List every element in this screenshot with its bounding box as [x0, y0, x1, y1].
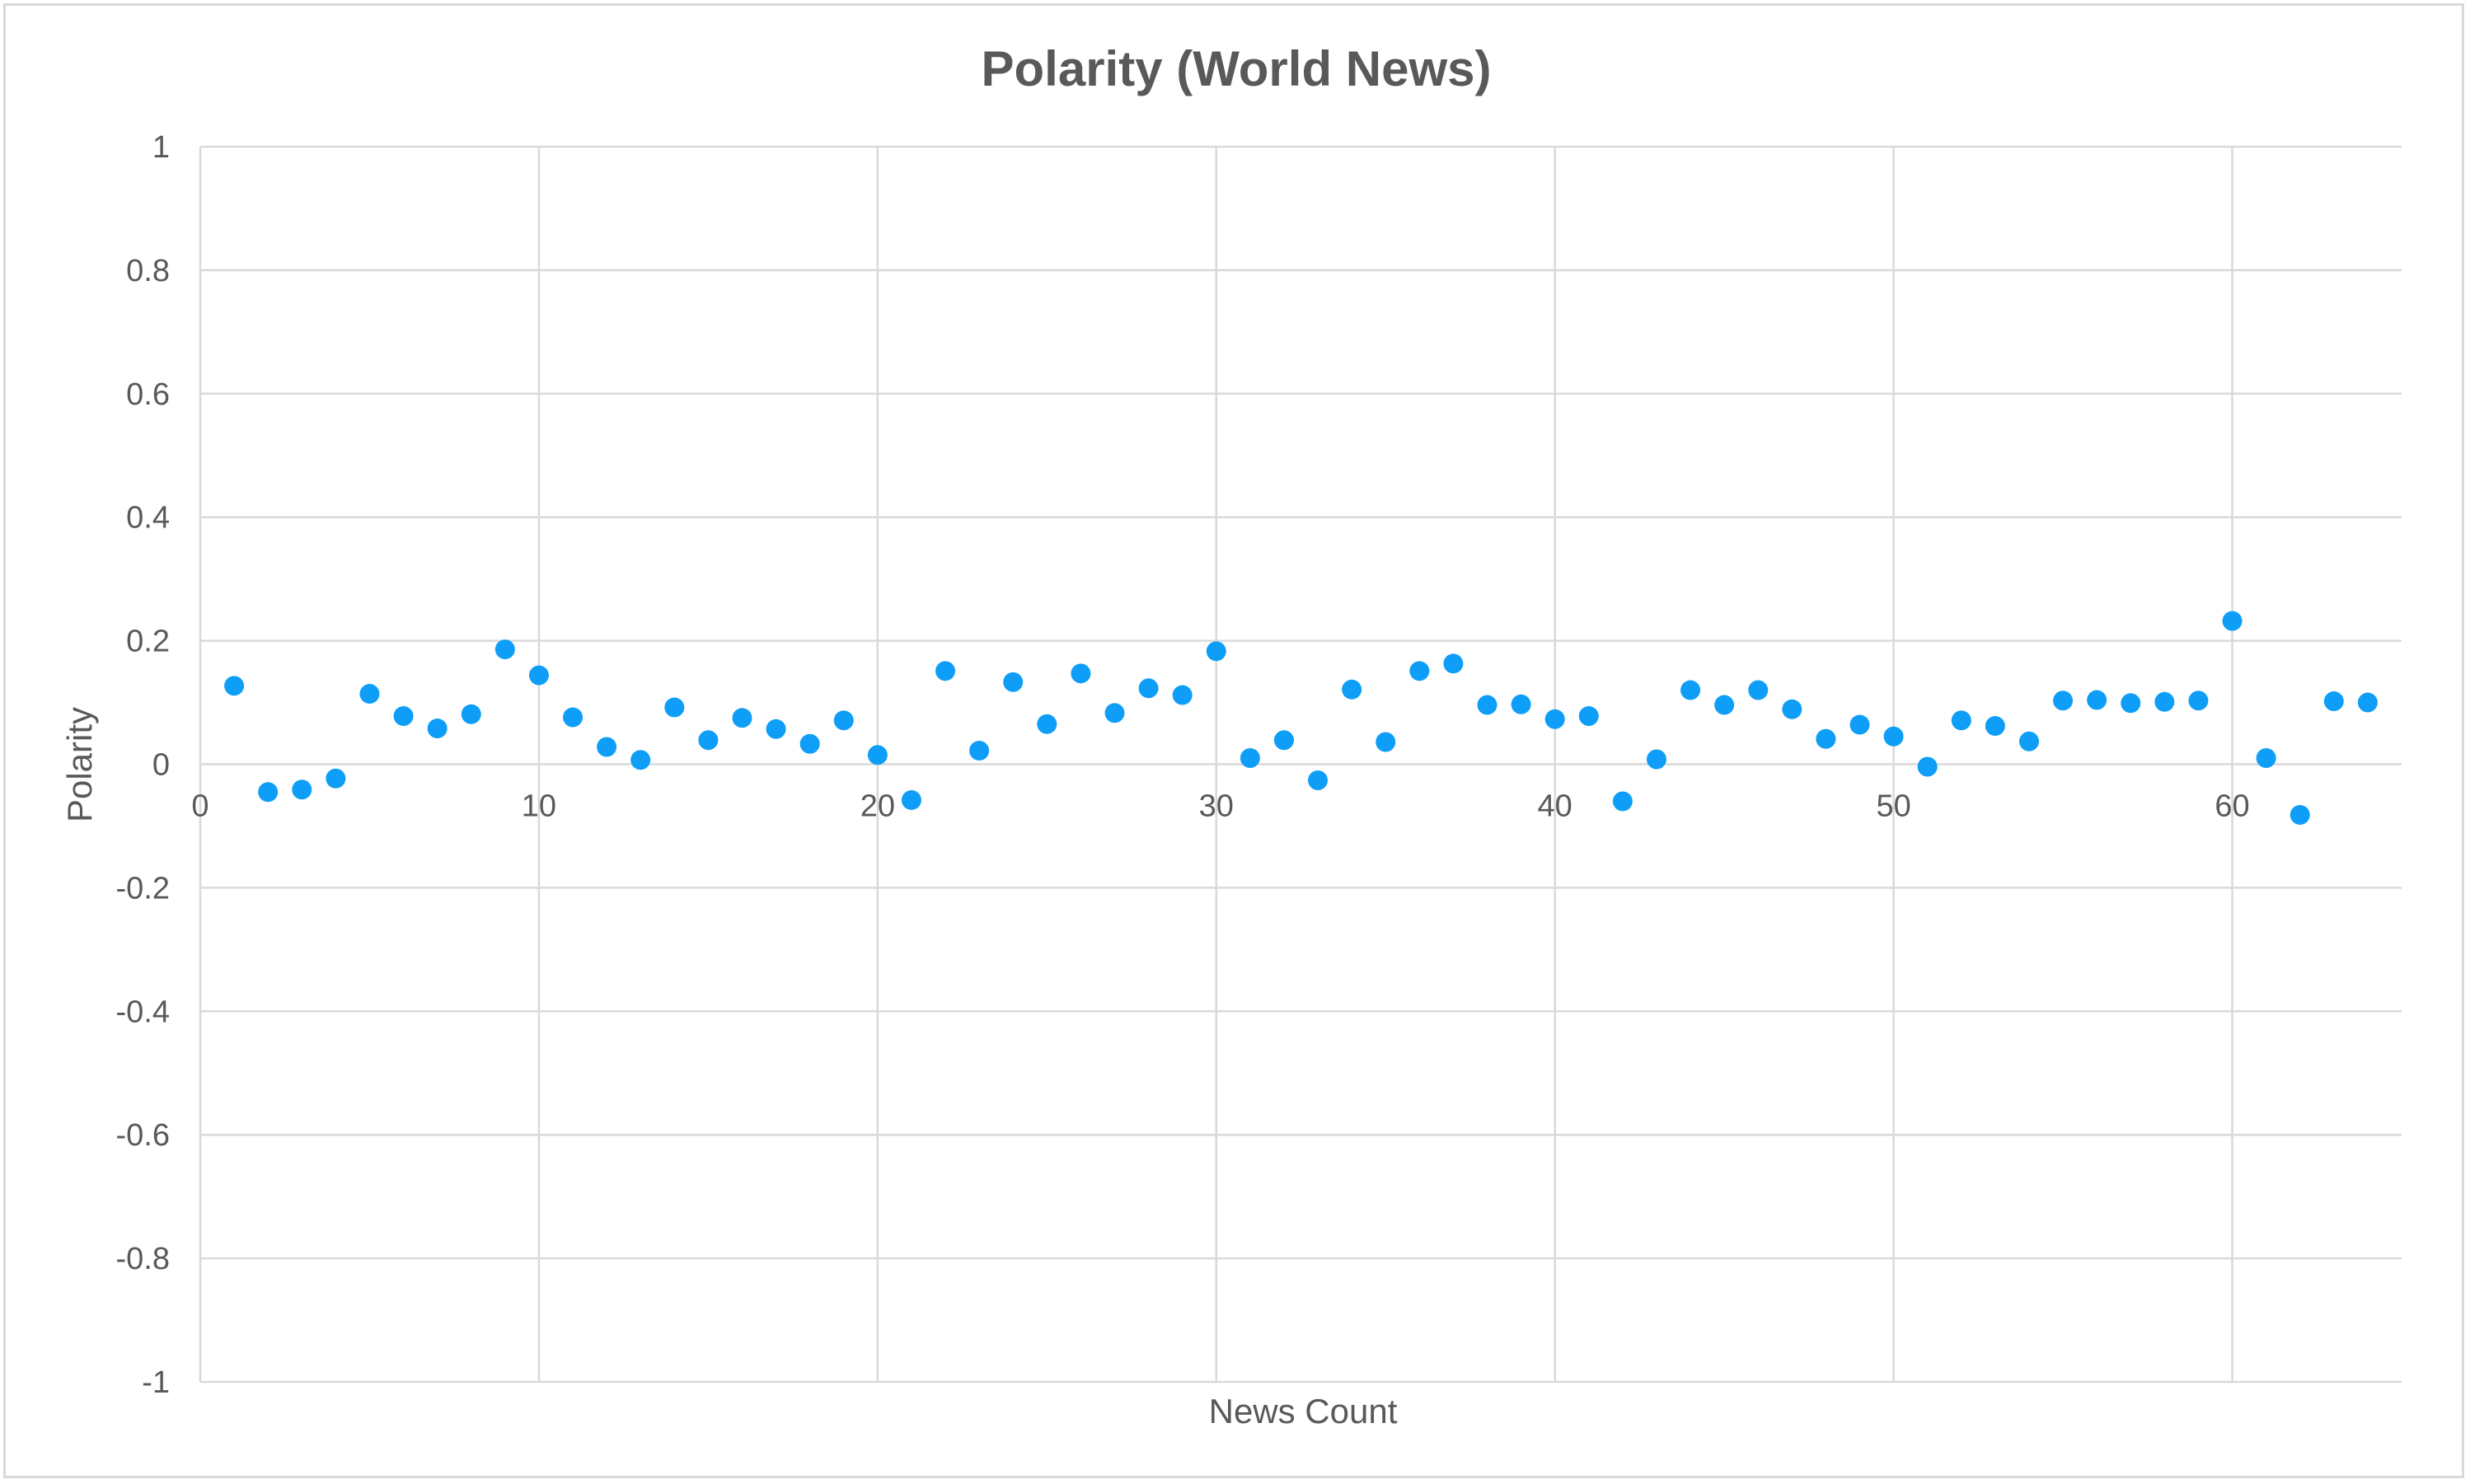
data-point	[1511, 694, 1531, 714]
data-point	[732, 708, 752, 728]
data-point	[1443, 653, 1464, 674]
data-point	[1849, 714, 1870, 735]
data-point	[2087, 690, 2107, 710]
y-tick-label: 0	[152, 748, 170, 783]
data-point	[1612, 791, 1633, 812]
x-tick-label: 10	[522, 789, 556, 824]
data-point	[427, 719, 448, 739]
data-point	[292, 779, 312, 800]
y-tick-label: 0.8	[126, 254, 170, 288]
data-point	[1883, 726, 1904, 747]
data-point	[935, 661, 956, 681]
data-point	[1273, 730, 1294, 751]
scatter-chart: Polarity (World News) 1 0.8 0.6 0.4 0.2 0 -0.2…	[60, 41, 2402, 1430]
data-point	[766, 719, 786, 739]
data-point	[2256, 748, 2276, 769]
data-point	[2188, 691, 2209, 711]
data-point	[867, 745, 888, 765]
data-point	[2357, 692, 2378, 713]
tick-labels: 1 0.8 0.6 0.4 0.2 0 -0.2 -0.4 -0.6 -0.8 -1 0 10 20 30 4…	[116, 130, 2250, 1400]
data-point	[2222, 611, 2243, 631]
grid-lines	[199, 145, 2402, 1383]
data-point	[2290, 804, 2310, 825]
x-tick-label: 40	[1538, 789, 1572, 824]
data-point	[2121, 693, 2141, 714]
y-tick-label: -0.4	[116, 995, 170, 1029]
data-point	[1037, 714, 1057, 734]
data-point	[1071, 663, 1091, 684]
data-point	[1003, 672, 1024, 692]
data-point	[461, 704, 481, 724]
data-points	[224, 611, 2378, 825]
data-point	[1680, 680, 1701, 700]
x-tick-label: 30	[1199, 789, 1234, 824]
data-point	[799, 733, 820, 754]
chart-title: Polarity (World News)	[982, 41, 1492, 96]
data-point	[1308, 770, 1329, 790]
data-point	[1206, 641, 1226, 662]
data-point	[258, 782, 279, 803]
data-point	[698, 730, 719, 751]
data-point	[597, 737, 617, 757]
data-point	[359, 684, 380, 705]
x-axis-title: News Count	[1209, 1392, 1398, 1430]
data-point	[1816, 728, 1836, 749]
data-point	[563, 707, 584, 728]
y-tick-label: 0.2	[126, 625, 170, 659]
data-point	[494, 639, 515, 660]
data-point	[528, 665, 549, 686]
x-tick-label: 0	[191, 789, 209, 824]
y-tick-label: -0.2	[116, 871, 170, 906]
y-tick-label: 1	[152, 130, 170, 165]
data-point	[1951, 710, 1971, 731]
data-point	[326, 768, 346, 789]
data-point	[1138, 678, 1159, 699]
data-point	[1578, 706, 1599, 727]
data-point	[1477, 695, 1497, 715]
data-point	[1917, 756, 1938, 777]
data-point	[833, 710, 854, 731]
y-axis-title: Polarity	[60, 707, 99, 822]
data-point	[2018, 731, 2039, 751]
data-point	[1646, 749, 1666, 770]
y-tick-label: -1	[142, 1365, 170, 1400]
data-point	[630, 750, 651, 770]
data-point	[2323, 691, 2344, 712]
data-point	[1782, 699, 1802, 719]
data-point	[664, 697, 685, 718]
data-point	[2154, 691, 2175, 712]
data-point	[224, 676, 245, 696]
data-point	[1714, 695, 1735, 715]
data-point	[969, 741, 990, 761]
y-tick-label: 0.4	[126, 501, 170, 536]
data-point	[393, 706, 414, 727]
data-point	[1104, 703, 1125, 723]
data-point	[1985, 716, 2005, 737]
y-tick-label: -0.8	[116, 1242, 170, 1276]
data-point	[1342, 679, 1362, 700]
x-tick-label: 60	[2215, 789, 2249, 824]
y-tick-label: -0.6	[116, 1118, 170, 1153]
data-point	[901, 789, 921, 810]
data-point	[1544, 709, 1565, 729]
data-point	[2053, 691, 2074, 711]
x-tick-label: 20	[860, 789, 895, 824]
x-tick-label: 50	[1876, 789, 1910, 824]
y-tick-label: 0.6	[126, 377, 170, 412]
data-point	[1240, 748, 1260, 769]
data-point	[1409, 661, 1430, 681]
data-point	[1376, 732, 1396, 752]
chart-frame: Polarity (World News) 1 0.8 0.6 0.4 0.2 0 -0.2…	[3, 3, 2464, 1478]
data-point	[1172, 685, 1193, 705]
data-point	[1748, 680, 1769, 700]
